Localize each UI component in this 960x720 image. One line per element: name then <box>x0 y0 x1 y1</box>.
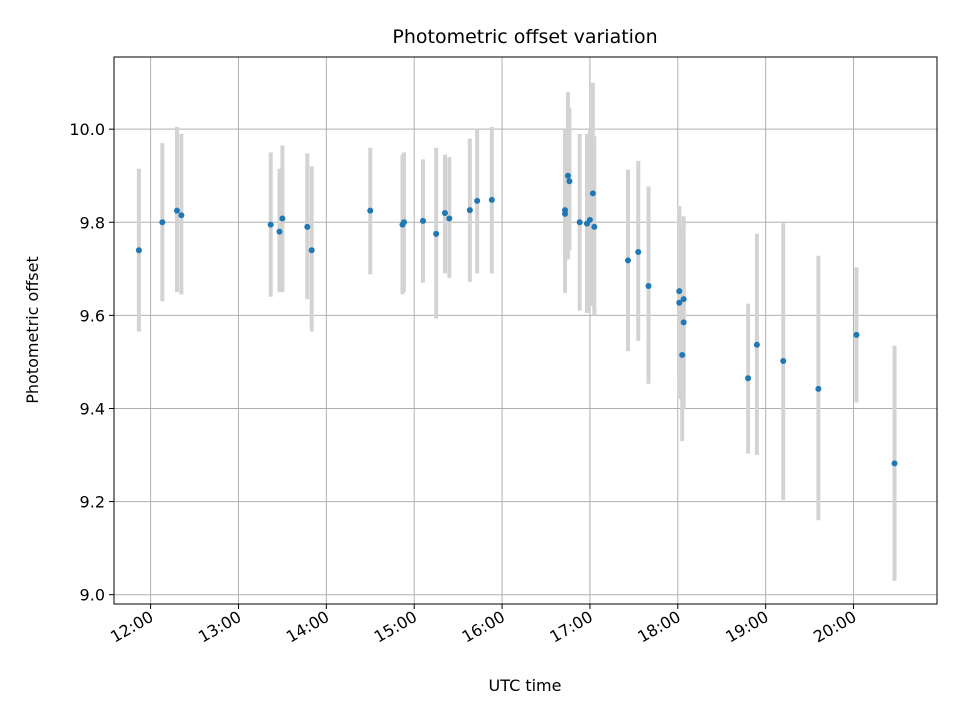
data-point <box>853 331 860 338</box>
data-point <box>304 223 311 230</box>
data-point <box>564 172 571 179</box>
data-point <box>446 215 453 222</box>
data-point <box>159 219 166 226</box>
plot-frame <box>113 56 938 605</box>
y-tick-label: 9.6 <box>80 306 105 325</box>
data-point <box>474 197 481 204</box>
x-axis-title: UTC time <box>489 676 562 695</box>
data-point <box>135 247 142 254</box>
data-point <box>441 209 448 216</box>
data-point <box>815 385 822 392</box>
data-point <box>400 219 407 226</box>
data-point <box>589 190 596 197</box>
y-tick-label: 9.4 <box>80 399 105 418</box>
data-point <box>466 207 473 214</box>
data-point <box>591 223 598 230</box>
data-point <box>566 178 573 185</box>
data-point <box>680 296 687 303</box>
data-point <box>586 216 593 223</box>
data-points <box>135 172 898 467</box>
data-point <box>676 288 683 295</box>
data-point <box>173 207 180 214</box>
data-point <box>562 210 569 217</box>
data-point <box>625 257 632 264</box>
data-point <box>576 219 583 226</box>
data-point <box>178 212 185 219</box>
y-tick-label: 10.0 <box>69 120 105 139</box>
data-point <box>891 460 898 467</box>
data-point <box>676 299 683 306</box>
y-axis-ticks: 9.0 9.2 9.4 9.6 9.8 10.0 <box>69 120 114 605</box>
y-axis-title: Photometric offset <box>23 256 42 404</box>
data-point <box>308 247 315 254</box>
data-point <box>745 375 752 382</box>
data-point <box>679 351 686 358</box>
data-point <box>488 196 495 203</box>
y-tick-label: 9.0 <box>80 586 105 605</box>
data-point <box>635 249 642 256</box>
data-point <box>367 207 374 214</box>
y-tick-label: 9.8 <box>80 213 105 232</box>
data-point <box>276 228 283 235</box>
y-tick-label: 9.2 <box>80 493 105 512</box>
data-point <box>267 221 274 228</box>
data-point <box>645 283 652 290</box>
data-point <box>780 357 787 364</box>
data-point <box>279 215 286 222</box>
data-point <box>753 341 760 348</box>
data-point <box>680 319 687 326</box>
data-point <box>433 230 440 237</box>
data-point <box>419 217 426 224</box>
chart-title: Photometric offset variation <box>392 26 657 48</box>
grid-lines <box>114 57 937 604</box>
